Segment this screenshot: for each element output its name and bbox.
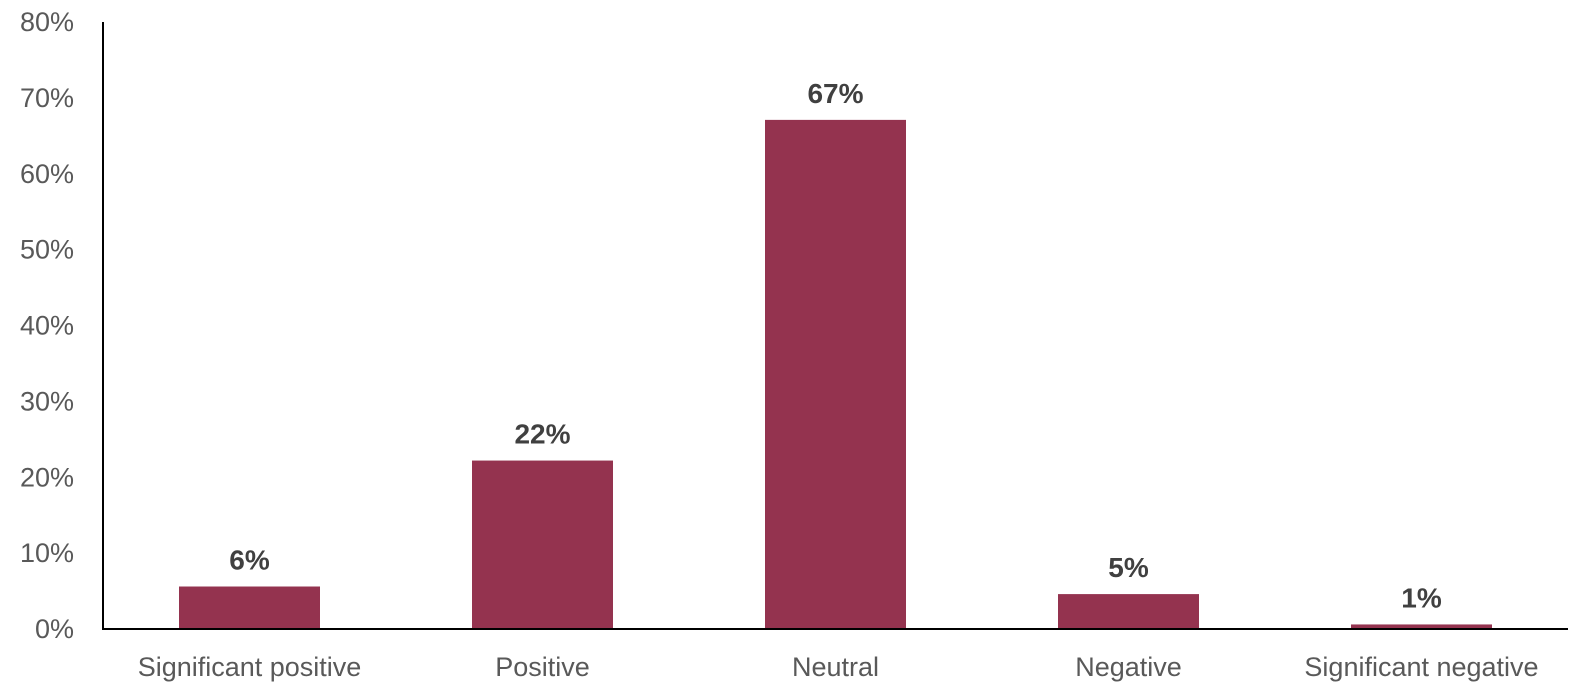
x-axis-ticks: Significant positive Positive Neutral Negat… bbox=[138, 652, 1539, 682]
data-label: 1% bbox=[1401, 582, 1442, 613]
bar bbox=[1058, 594, 1199, 629]
data-label: 5% bbox=[1108, 552, 1149, 583]
y-tick-label: 60% bbox=[20, 159, 74, 189]
data-labels: 6% 22% 67% 5% 1% bbox=[229, 78, 1442, 614]
y-tick-label: 80% bbox=[20, 7, 74, 37]
x-tick-label: Significant negative bbox=[1304, 652, 1538, 682]
data-label: 22% bbox=[514, 419, 570, 450]
data-label: 67% bbox=[807, 78, 863, 109]
y-tick-label: 50% bbox=[20, 235, 74, 265]
data-label: 6% bbox=[229, 545, 270, 576]
x-tick-label: Neutral bbox=[792, 652, 879, 682]
y-tick-label: 20% bbox=[20, 462, 74, 492]
y-tick-label: 10% bbox=[20, 538, 74, 568]
bar bbox=[765, 119, 906, 629]
y-tick-label: 40% bbox=[20, 311, 74, 341]
bar bbox=[179, 586, 320, 629]
x-tick-label: Significant positive bbox=[138, 652, 362, 682]
y-tick-label: 0% bbox=[35, 614, 74, 644]
y-tick-label: 30% bbox=[20, 386, 74, 416]
x-tick-label: Negative bbox=[1075, 652, 1182, 682]
bar bbox=[472, 460, 613, 629]
bars bbox=[179, 119, 1492, 629]
x-tick-label: Positive bbox=[495, 652, 590, 682]
y-axis-ticks: 0% 10% 20% 30% 40% 50% 60% 70% 80% bbox=[20, 7, 74, 644]
y-tick-label: 70% bbox=[20, 83, 74, 113]
bar bbox=[1351, 624, 1492, 629]
